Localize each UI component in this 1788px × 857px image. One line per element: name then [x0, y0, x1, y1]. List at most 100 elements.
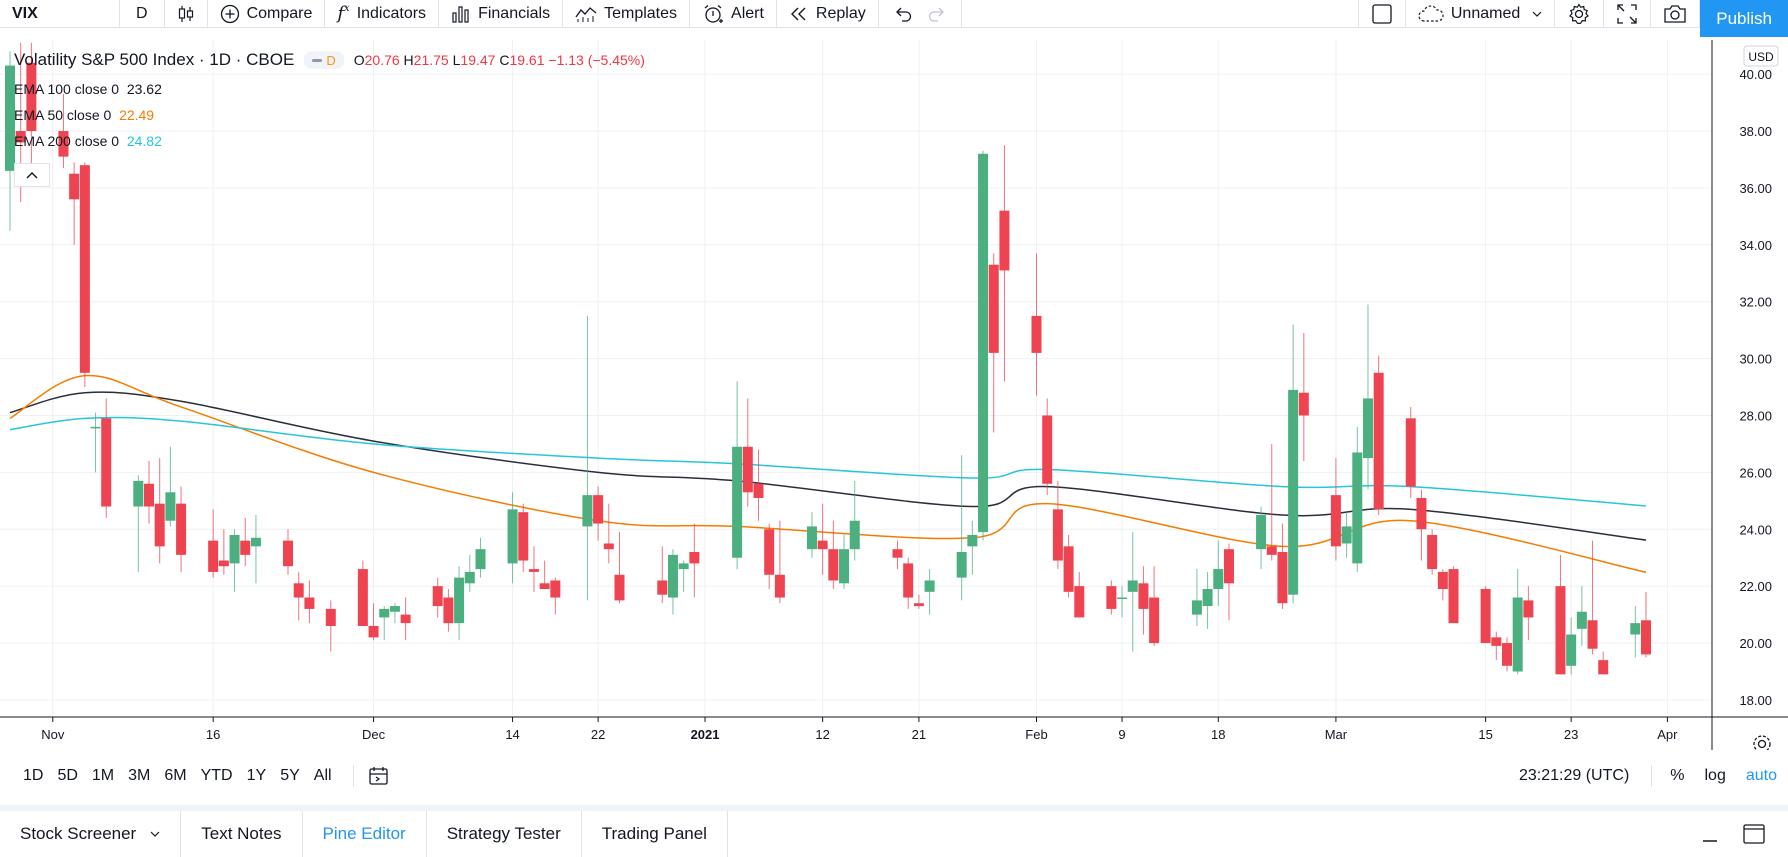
- candle-body: [1127, 580, 1138, 592]
- currency-badge[interactable]: [1743, 45, 1779, 67]
- y-tick-label: 28.00: [1739, 408, 1772, 423]
- x-tick-label: 21: [912, 727, 926, 742]
- range-1m[interactable]: 1M: [91, 767, 115, 784]
- candle-body: [1598, 660, 1609, 675]
- candle-body: [26, 62, 37, 132]
- candle-body: [1052, 509, 1063, 561]
- indicator-ema-50[interactable]: EMA 50 close 0 22.49: [14, 107, 645, 123]
- candle-body: [208, 540, 219, 572]
- y-tick-label: 24.00: [1739, 522, 1772, 537]
- undo-icon[interactable]: [893, 6, 913, 22]
- redo-icon[interactable]: [927, 6, 947, 22]
- x-tick-label: 18: [1211, 727, 1225, 742]
- candle: [1576, 586, 1587, 646]
- percent-toggle[interactable]: %: [1670, 767, 1685, 784]
- y-tick-label: 18.00: [1739, 693, 1772, 708]
- range-1y[interactable]: 1Y: [246, 767, 267, 784]
- tab-label: Stock Screener: [20, 824, 137, 843]
- tab-strategy-tester[interactable]: Strategy Tester: [427, 811, 582, 857]
- candle-body: [1352, 452, 1363, 564]
- fullscreen-button[interactable]: [1604, 0, 1652, 28]
- minimize-icon[interactable]: [1700, 824, 1720, 844]
- interval-button[interactable]: D: [120, 0, 165, 28]
- symbol-search[interactable]: VIX: [0, 0, 120, 28]
- candle: [1501, 637, 1512, 672]
- financials-button[interactable]: Financials: [439, 0, 564, 28]
- series-title[interactable]: Volatility S&P 500 Index · 1D · CBOE: [14, 50, 295, 69]
- publish-button[interactable]: Publish: [1700, 0, 1788, 37]
- candle-body: [218, 560, 229, 567]
- maximize-icon[interactable]: [1742, 823, 1766, 845]
- candle: [58, 94, 69, 169]
- candle: [774, 520, 785, 604]
- series-badge[interactable]: D: [304, 51, 344, 69]
- indicator-ema-200[interactable]: EMA 200 close 0 24.82: [14, 133, 645, 149]
- candle: [325, 600, 336, 652]
- indicator-ema-100[interactable]: EMA 100 close 0 23.62: [14, 81, 645, 97]
- candle-body: [1448, 569, 1459, 624]
- candle: [454, 566, 465, 641]
- select-layout-button[interactable]: [1357, 0, 1406, 28]
- candle: [165, 446, 176, 527]
- candle: [1117, 586, 1128, 618]
- candle: [304, 580, 315, 624]
- layout-name-button[interactable]: Unnamed: [1406, 0, 1556, 28]
- candle: [550, 577, 561, 615]
- range-1d[interactable]: 1D: [23, 767, 44, 784]
- price-chart[interactable]: 40.00 38.00 36.00 34.00 32.00 30.00 28.00 26.00…: [0, 40, 1788, 750]
- chart-type-button[interactable]: [165, 0, 208, 28]
- x-tick-label: Mar: [1325, 727, 1348, 742]
- calendar-range-icon[interactable]: [368, 766, 390, 786]
- change-value: −1.13 (−5.45%): [548, 52, 645, 68]
- indicator-label: EMA 100 close 0: [14, 81, 120, 97]
- alert-button[interactable]: Alert: [690, 0, 777, 28]
- collapse-legend-button[interactable]: [14, 163, 50, 187]
- tab-pine-editor[interactable]: Pine Editor: [303, 811, 427, 857]
- candle: [1042, 398, 1053, 496]
- candle-body: [1373, 372, 1384, 510]
- range-ytd[interactable]: YTD: [200, 767, 233, 784]
- replay-label: Replay: [815, 4, 866, 22]
- alert-label: Alert: [731, 4, 764, 22]
- compare-button[interactable]: Compare: [208, 0, 326, 28]
- templates-button[interactable]: Templates: [563, 0, 691, 28]
- candles-icon: [177, 5, 195, 23]
- candle-body: [978, 153, 989, 533]
- tab-stock-screener[interactable]: Stock Screener: [0, 811, 182, 857]
- candle: [229, 529, 240, 592]
- candle-body: [1277, 552, 1288, 604]
- snapshot-button[interactable]: [1651, 0, 1701, 28]
- candle-body: [1191, 600, 1202, 615]
- candle: [1191, 569, 1202, 626]
- range-5y[interactable]: 5Y: [280, 767, 300, 784]
- chart-pane[interactable]: 40.00 38.00 36.00 34.00 32.00 30.00 28.00 26.00…: [0, 40, 1788, 750]
- settings-button[interactable]: [1555, 0, 1605, 28]
- candle: [1213, 540, 1224, 607]
- candle-body: [1416, 497, 1427, 530]
- range-5d[interactable]: 5D: [57, 767, 78, 784]
- log-toggle[interactable]: log: [1704, 767, 1726, 784]
- x-tick-label: 22: [591, 727, 605, 742]
- tab-trading-panel[interactable]: Trading Panel: [582, 811, 728, 857]
- range-6m[interactable]: 6M: [164, 767, 187, 784]
- range-all[interactable]: All: [313, 767, 332, 784]
- candle-body: [58, 131, 69, 157]
- candle-body: [454, 577, 465, 624]
- candle-body: [1117, 597, 1128, 600]
- candle: [208, 509, 219, 578]
- tab-label: Strategy Tester: [446, 824, 561, 843]
- chart-settings-icon[interactable]: [1753, 735, 1771, 750]
- auto-scale-toggle[interactable]: auto: [1745, 767, 1777, 784]
- tab-text-notes[interactable]: Text Notes: [181, 811, 303, 857]
- replay-button[interactable]: Replay: [777, 0, 879, 28]
- range-3m[interactable]: 3M: [128, 767, 151, 784]
- candle-body: [101, 418, 112, 507]
- candle-body: [742, 446, 753, 493]
- candle: [956, 455, 967, 601]
- candle-body: [1630, 623, 1641, 635]
- candle-body: [678, 563, 689, 570]
- candle-body: [1491, 637, 1502, 646]
- utc-clock[interactable]: 23:21:29 (UTC): [1519, 767, 1630, 784]
- candle-body: [753, 483, 764, 498]
